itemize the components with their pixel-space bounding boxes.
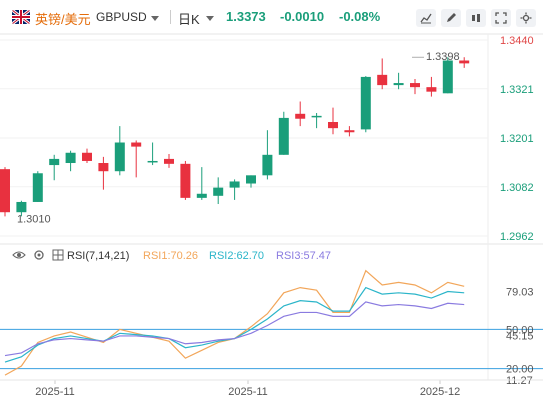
pencil-icon bbox=[447, 13, 456, 22]
line-chart-button[interactable] bbox=[416, 9, 436, 27]
candle-body bbox=[114, 142, 125, 172]
candle-body bbox=[49, 158, 60, 166]
date-tick-label: 2025-12 bbox=[420, 386, 460, 398]
candle-icon bbox=[472, 14, 480, 22]
pair-dropdown-icon[interactable] bbox=[151, 16, 159, 21]
period-selector[interactable]: 日K bbox=[178, 12, 200, 27]
rsi-tick-label: 79.03 bbox=[506, 286, 534, 298]
candle-body bbox=[82, 152, 92, 161]
rsi-label: RSI(7,14,21) bbox=[67, 250, 130, 262]
candle-body bbox=[278, 117, 289, 155]
price-change: -0.0010 bbox=[280, 9, 325, 24]
price-tick-label: 1.3082 bbox=[500, 182, 534, 194]
settings-icon bbox=[520, 12, 532, 24]
rsi-series-line bbox=[4, 301, 465, 357]
candle-body bbox=[377, 74, 388, 86]
rsi-tick-label: 11.27 bbox=[506, 375, 533, 387]
candle-body bbox=[180, 163, 191, 198]
eye-icon[interactable] bbox=[12, 249, 26, 264]
current-price: 1.3373 bbox=[226, 9, 266, 24]
uk-flag-icon bbox=[12, 10, 30, 24]
date-axis: 2025-11 2025-11 2025-12 bbox=[0, 379, 543, 398]
chart-toolbar: 英镑/美元 GBPUSD 日K 1.3373 -0.0010 -0.08% bbox=[0, 0, 543, 34]
candle-body bbox=[344, 130, 355, 133]
draw-button[interactable] bbox=[441, 9, 461, 27]
settings-button[interactable] bbox=[516, 9, 536, 27]
candle-body bbox=[131, 142, 142, 147]
fullscreen-button[interactable] bbox=[491, 9, 511, 27]
rsi-series-line bbox=[4, 286, 465, 363]
candle-body bbox=[16, 201, 27, 213]
candle-body bbox=[328, 122, 338, 129]
candle-body bbox=[164, 158, 174, 164]
candle-body bbox=[393, 83, 404, 86]
candle-body bbox=[98, 163, 109, 172]
price-tick-label: 1.3201 bbox=[500, 133, 534, 145]
date-tick-label: 2025-11 bbox=[35, 386, 75, 398]
candle-body bbox=[229, 181, 240, 188]
candle-body bbox=[0, 169, 10, 213]
rsi-tick-label: 45.15 bbox=[506, 331, 534, 343]
candle-body bbox=[196, 193, 207, 198]
divider bbox=[170, 10, 171, 24]
gear-icon[interactable] bbox=[33, 249, 45, 264]
price-tick-label: 1.3440 bbox=[500, 35, 534, 47]
line-chart-icon bbox=[420, 13, 432, 24]
candle-body bbox=[147, 160, 158, 163]
candle-body bbox=[65, 152, 76, 164]
candle-body bbox=[311, 115, 322, 118]
date-tick-label: 2025-11 bbox=[228, 386, 268, 398]
pair-code[interactable]: GBPUSD bbox=[96, 10, 147, 24]
candle-body bbox=[410, 83, 420, 88]
rsi1-label: RSI1:70.26 bbox=[143, 250, 199, 262]
low-price-label: 1.3010 bbox=[17, 213, 51, 225]
candle-body bbox=[360, 76, 371, 130]
candle-body bbox=[32, 173, 43, 202]
rsi-tick-label: 50.00 bbox=[506, 324, 534, 336]
rsi3-label: RSI3:57.47 bbox=[276, 250, 332, 262]
candle-body bbox=[426, 87, 437, 92]
candle-body bbox=[262, 154, 273, 176]
price-tick-label: 1.3321 bbox=[500, 84, 534, 96]
price-tick-label: 1.2962 bbox=[500, 231, 534, 243]
grid-icon[interactable] bbox=[52, 249, 64, 264]
rsi-legend: RSI(7,14,21) RSI1:70.26 RSI2:62.70 RSI3:… bbox=[0, 247, 400, 265]
candle-body bbox=[246, 175, 256, 184]
candle-body bbox=[213, 187, 224, 196]
indicator-button[interactable] bbox=[466, 9, 486, 27]
candle-body bbox=[295, 113, 306, 119]
rsi-tick-label: 20.00 bbox=[506, 364, 534, 376]
candle-body bbox=[459, 60, 470, 64]
rsi2-label: RSI2:62.70 bbox=[209, 250, 265, 262]
pair-name[interactable]: 英镑/美元 bbox=[35, 12, 91, 27]
price-change-pct: -0.08% bbox=[339, 9, 381, 24]
high-price-label: 1.3398 bbox=[426, 51, 460, 63]
price-axis: 1.3440 1.3321 1.3201 1.3082 1.2962 bbox=[500, 35, 534, 243]
fullscreen-icon bbox=[495, 12, 507, 24]
grid bbox=[0, 33, 543, 380]
candle-body bbox=[442, 60, 453, 94]
period-dropdown-icon[interactable] bbox=[206, 16, 214, 21]
candles: 1.3398 1.3010 bbox=[0, 51, 470, 225]
rsi-series-line bbox=[4, 269, 465, 376]
